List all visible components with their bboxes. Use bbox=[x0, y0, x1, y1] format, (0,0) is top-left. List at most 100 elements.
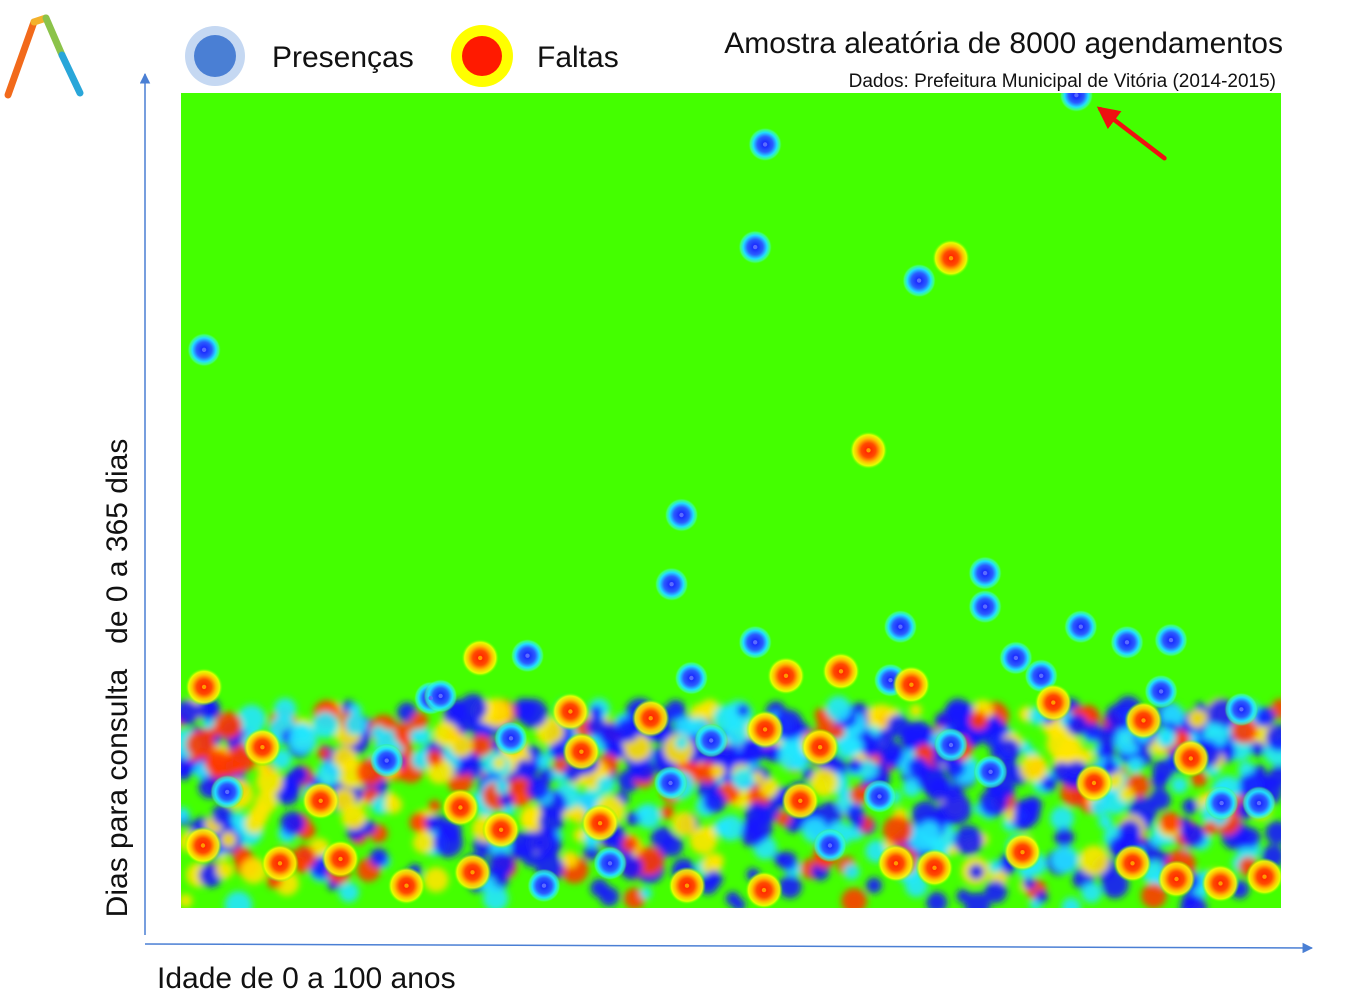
absence-point-center bbox=[684, 883, 690, 888]
presence-cluster-blob bbox=[360, 819, 376, 835]
absence-point-center bbox=[817, 745, 823, 750]
presence-cluster-blob bbox=[964, 892, 991, 908]
presence-cluster-blob bbox=[1081, 882, 1102, 903]
absence-cluster-blob bbox=[1187, 709, 1207, 728]
absence-point-center bbox=[200, 843, 206, 848]
presence-cluster-blob bbox=[713, 819, 731, 836]
presence-point-center bbox=[1219, 800, 1224, 806]
absence-cluster-blob bbox=[423, 867, 449, 893]
presence-cluster-blob bbox=[433, 827, 463, 858]
presence-cluster-blob bbox=[1150, 831, 1165, 847]
presence-cluster-blob bbox=[1096, 726, 1121, 750]
chart-title: Amostra aleatória de 8000 agendamentos bbox=[724, 27, 1283, 60]
absence-cluster-blob bbox=[426, 749, 444, 767]
presence-cluster-blob bbox=[1041, 776, 1057, 792]
presence-cluster-blob bbox=[224, 891, 253, 908]
presence-cluster-blob bbox=[371, 796, 390, 815]
absence-cluster-blob bbox=[256, 768, 283, 796]
presence-cluster-blob bbox=[483, 885, 509, 908]
legend-presence-swatch-core bbox=[194, 35, 236, 77]
presence-point bbox=[1059, 93, 1094, 113]
presence-cluster-blob bbox=[1149, 788, 1171, 810]
presence-point-center bbox=[1124, 640, 1130, 645]
presence-point-center bbox=[753, 244, 758, 250]
presence-cluster-blob bbox=[732, 768, 755, 791]
presence-cluster-blob bbox=[370, 725, 386, 741]
absence-cluster-blob bbox=[255, 790, 278, 814]
legend: Presenças Faltas bbox=[185, 25, 619, 87]
presence-cluster-blob bbox=[538, 809, 564, 834]
presence-point-center bbox=[709, 738, 714, 743]
presence-cluster-blob bbox=[1083, 722, 1102, 741]
presence-cluster-blob bbox=[288, 725, 318, 754]
absence-point-center bbox=[458, 805, 463, 810]
presence-cluster-blob bbox=[1061, 897, 1081, 908]
presence-cluster-blob bbox=[590, 879, 609, 898]
absence-cluster-blob bbox=[909, 704, 922, 717]
absence-cluster-blob bbox=[1079, 845, 1109, 876]
presence-cluster-blob bbox=[458, 693, 488, 723]
presence-point-center bbox=[668, 780, 673, 786]
presence-cluster-blob bbox=[857, 759, 878, 780]
presence-cluster-blob bbox=[878, 740, 904, 766]
absence-cluster-blob bbox=[433, 721, 459, 747]
presence-cluster-blob bbox=[1250, 741, 1266, 757]
presence-cluster-blob bbox=[1265, 821, 1281, 845]
absence-point-center bbox=[1051, 700, 1056, 705]
presence-cluster-blob bbox=[825, 695, 851, 722]
presence-cluster-blob bbox=[596, 776, 615, 795]
presence-cluster-blob bbox=[1052, 761, 1072, 782]
presence-cluster-blob bbox=[495, 780, 510, 795]
presence-cluster-blob bbox=[1127, 757, 1144, 774]
presence-cluster-blob bbox=[744, 802, 770, 827]
presence-cluster-blob bbox=[665, 700, 686, 720]
presence-cluster-blob bbox=[1023, 877, 1036, 890]
presence-cluster-blob bbox=[703, 790, 727, 814]
absence-point-center bbox=[1218, 881, 1223, 886]
presence-cluster-blob bbox=[1066, 714, 1088, 736]
absence-point-center bbox=[909, 682, 914, 687]
presence-point-center bbox=[1039, 673, 1044, 678]
plot-area bbox=[181, 93, 1281, 908]
y-axis-label: Dias para consulta de 0 a 365 dias bbox=[101, 439, 134, 918]
presence-point-center bbox=[982, 604, 988, 609]
absence-point-center bbox=[1262, 874, 1267, 879]
presence-cluster-blob bbox=[650, 826, 674, 849]
absence-point-center bbox=[597, 821, 603, 826]
presence-cluster-blob bbox=[273, 697, 297, 721]
absence-point-center bbox=[1091, 780, 1097, 786]
presence-cluster-blob bbox=[674, 736, 689, 750]
absence-cluster-blob bbox=[1078, 748, 1094, 764]
presence-cluster-blob bbox=[911, 801, 939, 828]
presence-point-center bbox=[1168, 637, 1174, 643]
absence-cluster-blob bbox=[621, 835, 639, 853]
presence-cluster-blob bbox=[996, 738, 1021, 763]
presence-point-center bbox=[1158, 689, 1164, 694]
presence-point-center bbox=[508, 736, 514, 741]
absence-point-center bbox=[948, 256, 954, 261]
presence-cluster-blob bbox=[518, 698, 548, 729]
x-axis-label: Idade de 0 a 100 anos bbox=[157, 962, 456, 995]
presence-cluster-blob bbox=[589, 705, 603, 719]
presence-cluster-blob bbox=[1180, 894, 1207, 908]
presence-cluster-blob bbox=[409, 729, 423, 743]
presence-cluster-blob bbox=[499, 793, 514, 808]
presence-cluster-blob bbox=[984, 880, 1007, 904]
absence-cluster-blob bbox=[428, 799, 441, 813]
annotation-arrow bbox=[1096, 106, 1167, 161]
presence-cluster-blob bbox=[1090, 797, 1108, 816]
presence-point-center bbox=[1239, 707, 1244, 712]
absence-cluster-blob bbox=[216, 756, 238, 778]
absence-cluster-blob bbox=[775, 811, 791, 827]
presence-cluster-blob bbox=[586, 716, 607, 737]
presence-cluster-blob bbox=[488, 851, 515, 878]
absence-cluster-blob bbox=[1141, 883, 1167, 908]
presence-cluster-blob bbox=[1051, 845, 1079, 874]
presence-cluster-blob bbox=[633, 759, 656, 782]
absence-cluster-blob bbox=[701, 854, 723, 875]
presence-point-center bbox=[607, 861, 613, 866]
absence-cluster-blob bbox=[409, 812, 429, 833]
absence-point-center bbox=[932, 865, 937, 870]
presence-cluster-blob bbox=[1171, 776, 1188, 794]
